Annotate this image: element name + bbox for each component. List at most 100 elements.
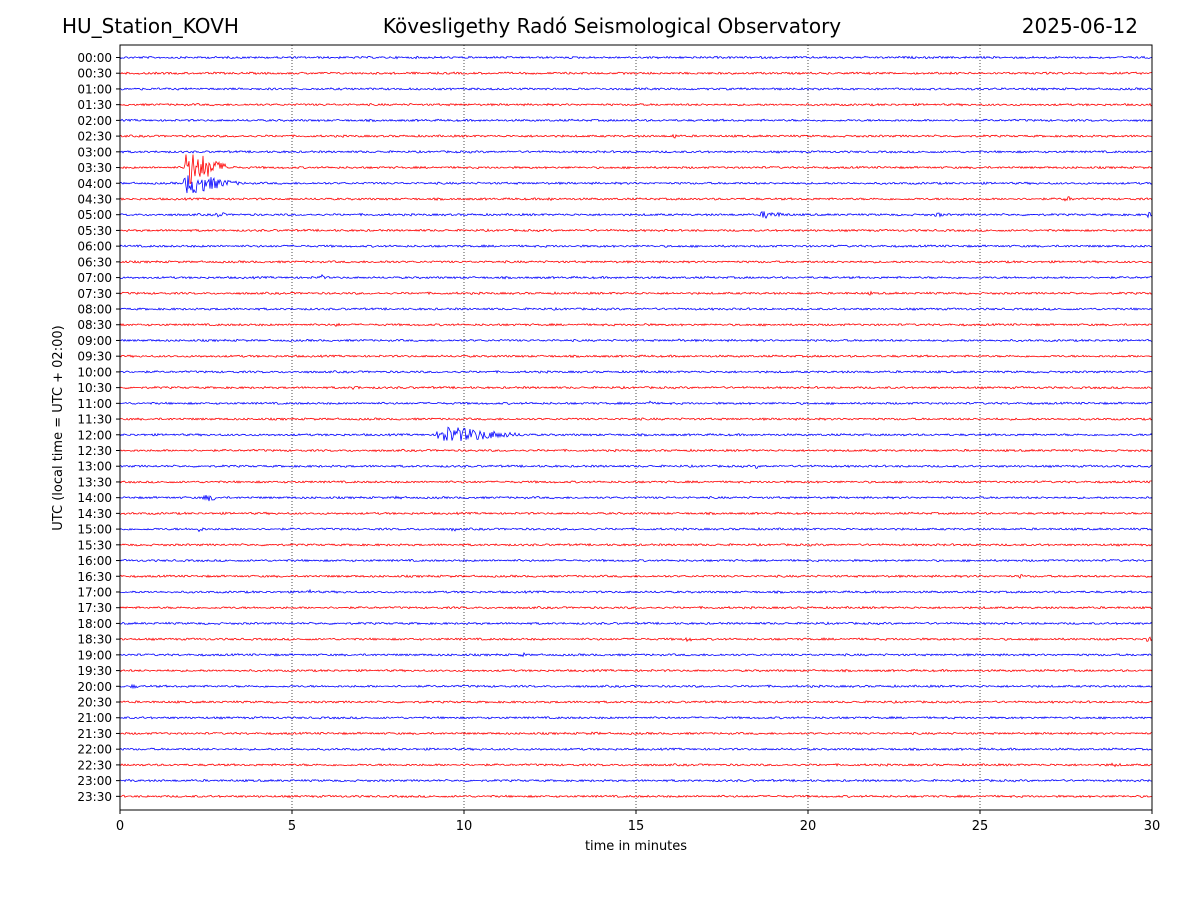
- y-tick-label: 09:30: [77, 350, 112, 364]
- trace-0800: [119, 307, 1153, 311]
- y-tick-label: 02:30: [77, 130, 112, 144]
- y-tick-label: 23:30: [77, 790, 112, 804]
- trace-1600: [119, 558, 1153, 563]
- y-tick-label: 22:00: [77, 743, 112, 757]
- y-tick-label: 14:30: [77, 507, 112, 521]
- y-tick-label: 11:00: [77, 397, 112, 411]
- trace-0430: [119, 196, 1153, 202]
- trace-1330: [119, 479, 1153, 484]
- y-tick-label: 07:30: [77, 287, 112, 301]
- trace-1030: [119, 385, 1153, 391]
- trace-1200: [119, 426, 1153, 442]
- trace-1130: [119, 417, 1153, 421]
- y-tick-label: 05:00: [77, 208, 112, 222]
- y-tick-label: 01:00: [77, 82, 112, 96]
- trace-1830: [119, 636, 1153, 643]
- trace-1000: [119, 369, 1153, 374]
- trace-2130: [119, 731, 1153, 736]
- trace-0700: [119, 273, 1153, 280]
- y-tick-label: 14:00: [77, 491, 112, 505]
- station-name: HU_Station_KOVH: [62, 14, 239, 38]
- y-tick-label: 13:30: [77, 475, 112, 489]
- y-tick-label: 16:30: [77, 570, 112, 584]
- trace-2100: [119, 715, 1153, 720]
- x-axis-ticks: 0 5 10 15 20 25 30: [116, 810, 1160, 834]
- y-tick-label: 15:30: [77, 538, 112, 552]
- y-tick-label: 05:30: [77, 224, 112, 238]
- trace-2300: [119, 778, 1153, 783]
- y-tick-label: 23:00: [77, 774, 112, 788]
- y-tick-label: 19:00: [77, 648, 112, 662]
- y-tick-label: 12:30: [77, 444, 112, 458]
- trace-0230: [119, 133, 1153, 139]
- trace-0000: [119, 55, 1153, 60]
- y-tick-label: 12:00: [77, 428, 112, 442]
- trace-0930: [119, 354, 1153, 359]
- trace-1400: [119, 494, 1153, 502]
- trace-0630: [119, 260, 1153, 264]
- y-tick-label: 01:30: [77, 98, 112, 112]
- trace-0600: [119, 244, 1153, 248]
- y-tick-label: 03:30: [77, 161, 112, 175]
- y-tick-label: 07:00: [77, 271, 112, 285]
- y-tick-label: 06:30: [77, 255, 112, 269]
- trace-1930: [119, 668, 1153, 673]
- y-tick-label: 04:30: [77, 192, 112, 206]
- y-tick-label: 11:30: [77, 413, 112, 427]
- y-tick-label: 03:00: [77, 145, 112, 159]
- y-tick-label: 00:00: [77, 51, 112, 65]
- y-tick-label: 08:30: [77, 318, 112, 332]
- x-tick-label: 0: [116, 819, 124, 834]
- y-tick-label: 20:30: [77, 696, 112, 710]
- y-tick-label: 17:00: [77, 585, 112, 599]
- x-axis-label: time in minutes: [585, 839, 687, 854]
- x-tick-label: 30: [1144, 819, 1161, 834]
- y-tick-label: 04:00: [77, 177, 112, 191]
- y-tick-label: 19:30: [77, 664, 112, 678]
- y-tick-label: 06:00: [77, 240, 112, 254]
- y-tick-label: 10:00: [77, 365, 112, 379]
- chart-title: Kövesligethy Radó Seismological Observat…: [382, 14, 842, 38]
- trace-2330: [119, 794, 1153, 799]
- trace-1730: [119, 605, 1153, 610]
- trace-0330: [119, 154, 1153, 184]
- trace-2000: [119, 683, 1153, 690]
- seismic-traces: [119, 55, 1153, 799]
- trace-0300: [119, 149, 1153, 154]
- trace-0130: [119, 102, 1153, 107]
- chart-date: 2025-06-12: [1021, 14, 1138, 38]
- y-axis-label: UTC (local time = UTC + 02:00): [51, 325, 66, 530]
- y-tick-label: 15:00: [77, 523, 112, 537]
- trace-1300: [119, 464, 1153, 469]
- x-tick-label: 15: [628, 819, 645, 834]
- y-tick-label: 17:30: [77, 601, 112, 615]
- trace-0830: [119, 322, 1153, 328]
- trace-2030: [119, 700, 1153, 704]
- y-tick-label: 21:00: [77, 711, 112, 725]
- x-tick-label: 5: [288, 819, 296, 834]
- y-tick-label: 10:30: [77, 381, 112, 395]
- trace-1530: [119, 542, 1153, 547]
- trace-2200: [119, 747, 1153, 752]
- y-tick-label: 16:00: [77, 554, 112, 568]
- x-tick-label: 25: [972, 819, 989, 834]
- trace-0530: [119, 228, 1153, 233]
- trace-1430: [119, 511, 1153, 516]
- x-tick-label: 20: [800, 819, 817, 834]
- y-tick-label: 18:30: [77, 633, 112, 647]
- vertical-gridlines: [291, 45, 981, 810]
- trace-2230: [119, 762, 1153, 768]
- y-tick-label: 21:30: [77, 727, 112, 741]
- trace-0030: [119, 71, 1153, 76]
- y-tick-label: 08:00: [77, 303, 112, 317]
- trace-0900: [119, 338, 1153, 343]
- trace-1630: [119, 574, 1153, 579]
- y-tick-label: 09:00: [77, 334, 112, 348]
- y-tick-label: 18:00: [77, 617, 112, 631]
- x-tick-label: 10: [456, 819, 473, 834]
- trace-0730: [119, 290, 1153, 296]
- y-tick-label: 00:30: [77, 67, 112, 81]
- trace-1700: [119, 588, 1153, 594]
